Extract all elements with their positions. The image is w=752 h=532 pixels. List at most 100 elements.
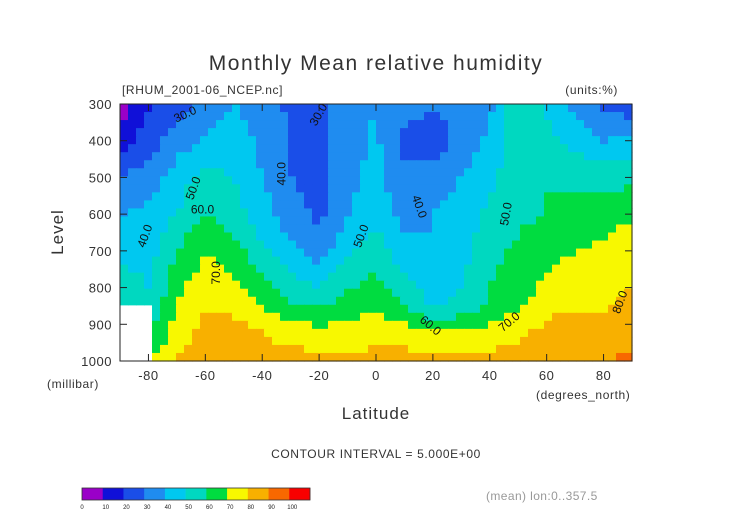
heatmap-cell — [432, 344, 441, 354]
heatmap-cell — [184, 176, 193, 185]
heatmap-cell — [448, 312, 457, 322]
heatmap-cell — [272, 184, 281, 193]
heatmap-cell — [224, 192, 233, 201]
heatmap-cell — [184, 336, 193, 346]
heatmap-cell — [488, 344, 497, 354]
heatmap-cell — [568, 344, 577, 354]
heatmap-cell — [448, 168, 457, 177]
heatmap-cell — [552, 144, 561, 153]
heatmap-cell — [232, 200, 241, 210]
heatmap-cell — [464, 216, 473, 226]
heatmap-cell — [512, 200, 521, 210]
heatmap-cell — [496, 272, 505, 282]
heatmap-cell — [160, 184, 169, 193]
heatmap-cell — [304, 168, 313, 177]
heatmap-cell — [248, 344, 257, 354]
heatmap-cell — [304, 192, 313, 201]
heatmap-cell — [520, 296, 529, 306]
heatmap-cell — [136, 208, 145, 218]
heatmap-cell — [328, 280, 337, 290]
heatmap-cell — [264, 224, 273, 234]
contour-label: 50.0 — [497, 201, 515, 227]
heatmap-cell — [448, 256, 457, 266]
heatmap-cell — [232, 136, 241, 145]
colorbar-swatch — [164, 488, 186, 500]
heatmap-cell — [408, 352, 417, 362]
heatmap-cell — [616, 104, 625, 113]
heatmap-cell — [392, 152, 401, 161]
heatmap-cell — [256, 152, 265, 161]
heatmap-cell — [128, 192, 137, 201]
heatmap-cell — [456, 184, 465, 193]
heatmap-cell — [448, 184, 457, 193]
heatmap-cell — [344, 256, 353, 266]
heatmap-cell — [152, 152, 161, 161]
heatmap-cell — [472, 216, 481, 226]
heatmap-cell — [184, 208, 193, 218]
colorbar-tick-label: 100 — [287, 505, 298, 511]
heatmap-cell — [344, 240, 353, 250]
heatmap-cell — [160, 312, 169, 322]
heatmap-cell — [512, 256, 521, 266]
heatmap-cell — [504, 320, 513, 330]
heatmap-cell — [464, 352, 473, 362]
heatmap-cell — [328, 312, 337, 322]
heatmap-cell — [520, 152, 529, 161]
heatmap-cell — [464, 120, 473, 129]
heatmap-cell — [264, 320, 273, 330]
heatmap-cell — [512, 272, 521, 282]
heatmap-cell — [448, 264, 457, 274]
heatmap-cell — [248, 168, 257, 177]
heatmap-cell — [440, 328, 449, 338]
heatmap-cell — [432, 216, 441, 226]
heatmap-cell — [376, 104, 385, 113]
heatmap-cell — [296, 136, 305, 145]
heatmap-cell — [280, 128, 289, 137]
heatmap-cell — [176, 136, 185, 145]
heatmap-cell — [392, 272, 401, 282]
heatmap-cell — [280, 184, 289, 193]
heatmap-cell — [544, 168, 553, 177]
heatmap-cell — [424, 112, 433, 121]
heatmap-cell — [464, 336, 473, 346]
heatmap-cell — [520, 248, 529, 258]
heatmap-cell — [280, 328, 289, 338]
heatmap-cell — [560, 288, 569, 298]
heatmap-cell — [200, 336, 209, 346]
heatmap-cell — [240, 184, 249, 193]
heatmap-cell — [152, 120, 161, 129]
heatmap-cell — [456, 288, 465, 298]
heatmap-cell — [296, 120, 305, 129]
heatmap-cell — [488, 304, 497, 314]
heatmap-cell — [384, 136, 393, 145]
heatmap-cell — [384, 192, 393, 201]
heatmap-cell — [168, 216, 177, 226]
heatmap-cell — [296, 336, 305, 346]
heatmap-cell — [160, 192, 169, 201]
heatmap-cell — [272, 336, 281, 346]
heatmap-cell — [264, 336, 273, 346]
heatmap-cell — [136, 168, 145, 177]
heatmap-cell — [480, 184, 489, 193]
heatmap-cell — [608, 288, 617, 298]
heatmap-cell — [496, 136, 505, 145]
heatmap-cell — [520, 112, 529, 121]
x-tick-label: 20 — [425, 368, 440, 383]
heatmap-cell — [208, 200, 217, 210]
heatmap-cell — [600, 128, 609, 137]
heatmap-cell — [480, 240, 489, 250]
heatmap-cell — [432, 272, 441, 282]
heatmap-cell — [160, 224, 169, 234]
heatmap-cell — [408, 224, 417, 234]
heatmap-cell — [328, 120, 337, 129]
heatmap-cell — [456, 320, 465, 330]
heatmap-cell — [216, 256, 225, 266]
heatmap-cell — [600, 160, 609, 169]
heatmap-cell — [208, 264, 217, 274]
heatmap-cell — [456, 176, 465, 185]
heatmap-cell — [616, 120, 625, 129]
heatmap-cell — [320, 248, 329, 258]
heatmap-cell — [488, 232, 497, 242]
heatmap-cell — [376, 136, 385, 145]
